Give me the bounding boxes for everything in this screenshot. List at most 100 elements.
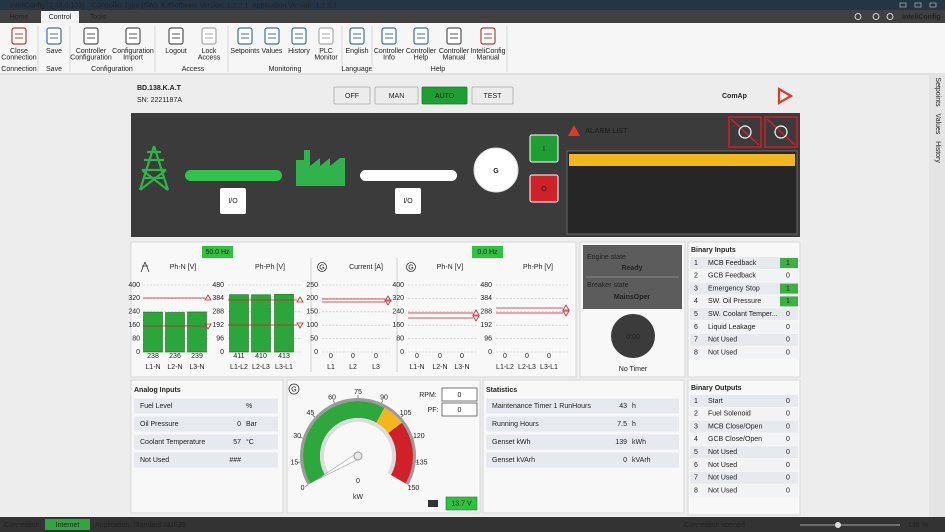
meter-value: 0 <box>525 353 529 360</box>
meter-value: 0 <box>374 353 378 360</box>
value-name: Genset kWh <box>492 439 531 446</box>
alarm-action-cross <box>766 118 796 146</box>
mode-button[interactable] <box>471 86 514 105</box>
meter-tick-label: 160 <box>392 322 404 329</box>
pf-label: PF: <box>428 407 439 414</box>
ribbon-item-label[interactable]: English <box>346 48 369 55</box>
binary-row <box>690 420 798 433</box>
breaker-label[interactable]: I/O <box>228 198 238 205</box>
meter-label: L2-N <box>432 364 447 371</box>
binary-value: 0 <box>786 349 790 356</box>
mode-button[interactable] <box>374 86 419 105</box>
mode-button-label[interactable]: MAN <box>389 93 405 100</box>
meter-bar <box>251 294 271 353</box>
menu-icon[interactable] <box>854 13 862 20</box>
meter-label: L3 <box>372 364 380 371</box>
ribbon-item-label[interactable]: Logout <box>165 48 186 55</box>
ribbon-item-label[interactable]: Info <box>383 54 395 61</box>
binary-no: 1 <box>694 398 698 405</box>
ribbon-item-label[interactable]: InteliConfig <box>470 48 505 55</box>
menu-icon[interactable] <box>886 13 894 20</box>
panel-title: Analog Inputs <box>134 387 181 394</box>
ribbon-item-label[interactable]: Configuration <box>112 48 154 55</box>
rpm-box <box>441 387 478 402</box>
ribbon-item-label[interactable]: Controller <box>439 48 470 55</box>
meter-tick-label: 384 <box>480 295 492 302</box>
meter-label: L3-L1 <box>275 364 293 371</box>
breaker-label[interactable]: I/O <box>403 198 413 205</box>
side-tab[interactable]: History <box>934 141 941 163</box>
ribbon-item-label[interactable]: Import <box>123 54 143 61</box>
menu-tab[interactable]: Control <box>49 14 72 21</box>
side-tab[interactable]: Values <box>934 114 941 135</box>
breaker-box[interactable] <box>220 188 246 214</box>
ribbon-item-label[interactable]: Save <box>46 48 62 55</box>
ribbon-item-label[interactable]: Setpoints <box>230 48 260 55</box>
ribbon-item-label[interactable]: Controller <box>374 48 405 55</box>
ribbon-icon[interactable] <box>125 27 141 45</box>
gauge-unit: kW <box>353 494 364 501</box>
ribbon-icon[interactable] <box>237 27 253 45</box>
logo: ComAp <box>722 93 747 100</box>
breaker-box[interactable] <box>395 188 421 214</box>
mode-button-label[interactable]: TEST <box>484 93 503 100</box>
ribbon-icon[interactable] <box>46 27 62 45</box>
gauge-tick <box>312 414 316 418</box>
meter-tick-label: 200 <box>306 295 318 302</box>
stop-label[interactable]: O <box>541 186 547 193</box>
window-control[interactable] <box>914 2 922 8</box>
ribbon-item-label[interactable]: Manual <box>477 54 500 61</box>
meter-tick-label: 100 <box>306 322 318 329</box>
meter-value: 239 <box>191 353 203 360</box>
title-bar-text: Application Version: 1.2.2.1 <box>252 2 337 9</box>
start-label[interactable]: I <box>543 146 545 153</box>
ribbon-item-label[interactable]: Configuration <box>70 54 112 61</box>
zoom-thumb[interactable] <box>835 522 841 528</box>
ribbon-item-label[interactable]: Close <box>10 48 28 55</box>
ribbon-icon[interactable] <box>264 27 280 45</box>
value-name: Fuel Level <box>140 403 173 410</box>
ribbon-icon[interactable] <box>11 27 27 45</box>
ribbon-item-label[interactable]: Manual <box>443 54 466 61</box>
value-row <box>486 452 679 468</box>
ribbon-item-label[interactable]: Controller <box>76 48 107 55</box>
window-control[interactable] <box>899 2 907 8</box>
ribbon-icon[interactable] <box>349 27 365 45</box>
value-row <box>134 398 278 414</box>
ribbon-icon[interactable] <box>168 27 184 45</box>
panel-title: Binary Inputs <box>691 247 736 254</box>
ribbon-item-label[interactable]: Values <box>262 48 283 55</box>
window-control[interactable] <box>929 2 937 8</box>
alarm-action[interactable] <box>764 116 798 148</box>
ribbon-group-label: Save <box>46 66 62 73</box>
ribbon-icon[interactable] <box>480 27 496 45</box>
ribbon-icon[interactable] <box>413 27 429 45</box>
ribbon-icon[interactable] <box>381 27 397 45</box>
mode-button[interactable] <box>333 86 371 105</box>
meter-value: 413 <box>278 353 290 360</box>
binary-row <box>690 346 798 359</box>
menu-tab[interactable]: Home <box>10 14 29 21</box>
menu-icon[interactable] <box>872 13 880 20</box>
stop-button[interactable] <box>529 174 559 203</box>
binary-value: 0 <box>786 411 790 418</box>
menu-tab[interactable]: Tools <box>90 14 107 21</box>
ribbon-item-label[interactable]: History <box>288 48 310 55</box>
meter-tick-label: 480 <box>480 282 492 289</box>
menu-bar <box>0 10 945 23</box>
ribbon-icon[interactable] <box>291 27 307 45</box>
ribbon-item-label[interactable]: Connection <box>1 54 37 61</box>
alarm-action[interactable] <box>728 116 762 148</box>
mode-button-label[interactable]: AUTO <box>435 93 455 100</box>
side-tab[interactable]: Setpoints <box>934 77 941 107</box>
binary-row <box>690 282 798 295</box>
ribbon-item-label[interactable]: Help <box>414 54 429 61</box>
mode-button[interactable] <box>421 86 468 105</box>
mode-button-label[interactable]: OFF <box>345 93 359 100</box>
ribbon-icon[interactable] <box>83 27 99 45</box>
binary-name: Not Used <box>708 462 737 469</box>
start-button[interactable] <box>529 134 559 163</box>
meter-tick-label: 400 <box>392 282 404 289</box>
ribbon-icon[interactable] <box>446 27 462 45</box>
ribbon-item-label[interactable]: Controller <box>406 48 437 55</box>
